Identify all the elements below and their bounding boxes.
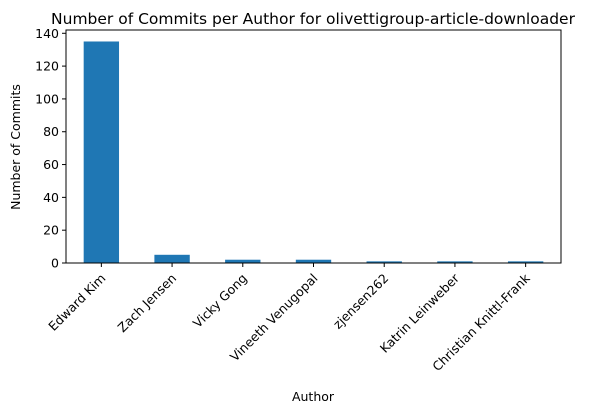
y-tick-label: 0: [51, 256, 59, 271]
bar: [366, 261, 402, 263]
y-axis-label: Number of Commits: [8, 84, 23, 210]
y-axis: 0 20 40 60 80 100 120 140: [35, 26, 66, 271]
plot-frame: [65, 29, 562, 264]
y-tick-label: 60: [43, 157, 59, 172]
bar: [295, 259, 332, 263]
x-tick-label: Zach Jensen: [115, 271, 180, 336]
x-tick-label: Edward Kim: [45, 271, 108, 334]
bar: [83, 41, 120, 263]
y-tick-label: 140: [35, 26, 59, 41]
chart-title: Number of Commits per Author for olivett…: [51, 10, 576, 28]
y-tick-label: 80: [43, 124, 59, 139]
bar: [225, 259, 261, 263]
bar: [437, 261, 473, 263]
x-axis-label: Author: [292, 389, 335, 404]
y-tick-label: 120: [35, 59, 59, 74]
x-tick-label: zjensen262: [330, 271, 391, 332]
x-tick-label: Vicky Gong: [190, 271, 250, 331]
bar: [507, 261, 544, 263]
bar: [154, 254, 190, 263]
bars: [83, 41, 544, 263]
y-tick-label: 20: [43, 223, 59, 238]
y-tick-label: 100: [35, 91, 59, 106]
y-tick-label: 40: [43, 190, 59, 205]
